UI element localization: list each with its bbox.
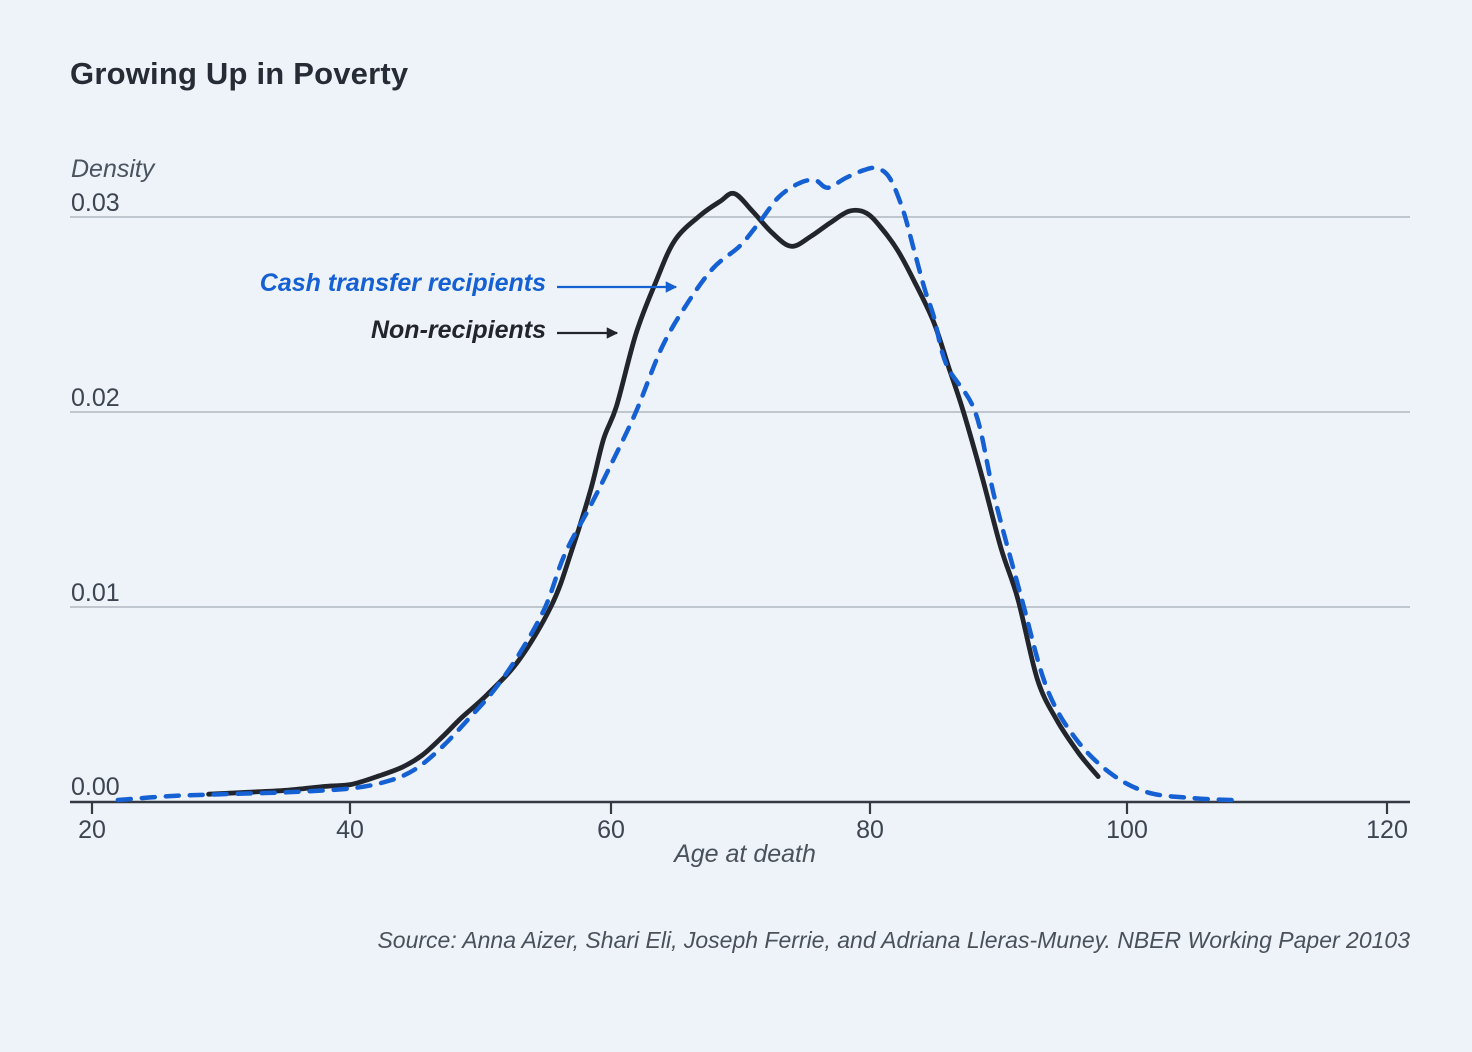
x-tick-label-20: 20 bbox=[78, 816, 106, 844]
page-title: Growing Up in Poverty bbox=[70, 56, 409, 91]
legend-label-cash-transfer-recipients: Cash transfer recipients bbox=[259, 269, 546, 297]
x-tick-label-40: 40 bbox=[336, 816, 364, 844]
x-tick-label-120: 120 bbox=[1366, 816, 1408, 844]
cash-transfer-recipients-curve bbox=[115, 165, 1234, 803]
x-tick-label-100: 100 bbox=[1106, 816, 1148, 844]
y-tick-label-001: 0.01 bbox=[71, 579, 120, 607]
x-tick-label-80: 80 bbox=[856, 816, 884, 844]
y-tick-label-002: 0.02 bbox=[71, 384, 120, 412]
y-axis-title: Density bbox=[71, 155, 155, 183]
source-note: Source: Anna Aizer, Shari Eli, Joseph Fe… bbox=[377, 927, 1410, 953]
non-recipients-curve bbox=[206, 190, 1101, 797]
x-axis-tick-marks bbox=[90, 802, 1389, 814]
legend-label-non-recipients: Non-recipients bbox=[370, 316, 546, 344]
y-tick-label-000: 0.00 bbox=[71, 773, 120, 801]
x-axis-title: Age at death bbox=[674, 840, 816, 868]
y-tick-label-003: 0.03 bbox=[71, 189, 120, 217]
x-tick-label-60: 60 bbox=[597, 816, 625, 844]
